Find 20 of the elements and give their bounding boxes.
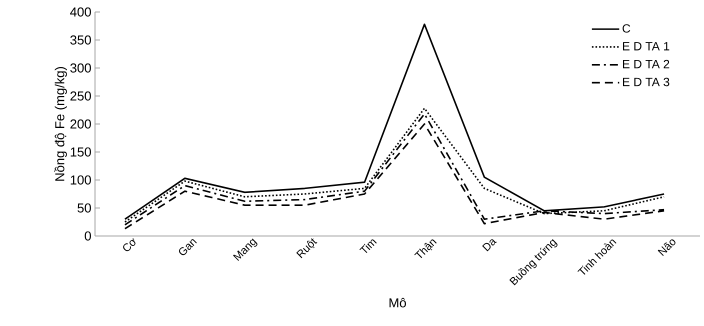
x-tick-label: Da — [482, 239, 497, 252]
x-tick-label: Não — [658, 239, 676, 256]
y-tick-label: 100 — [70, 175, 91, 185]
legend-label: E D TA 3 — [623, 78, 670, 86]
y-tick-label: 50 — [78, 203, 91, 213]
y-tick-label: 0 — [84, 231, 91, 241]
legend-label: E D TA 2 — [623, 60, 670, 68]
x-axis-title: Mô — [390, 298, 406, 308]
y-tick-label: 150 — [70, 147, 91, 157]
x-tick-label: Gan — [179, 239, 197, 256]
legend-label: E D TA 1 — [623, 42, 670, 50]
y-tick-label: 200 — [70, 119, 91, 129]
y-tick-label: 300 — [70, 63, 91, 73]
legend-label: C — [622, 24, 630, 33]
y-tick-label: 350 — [70, 35, 91, 45]
y-tick-label: 400 — [70, 7, 91, 17]
y-axis-title: Nồng độ Fe (mg/kg) — [54, 67, 67, 181]
x-tick-label: Tim — [359, 239, 377, 254]
x-tick-label: Cơ — [123, 238, 136, 252]
y-tick-label: 250 — [70, 91, 91, 101]
